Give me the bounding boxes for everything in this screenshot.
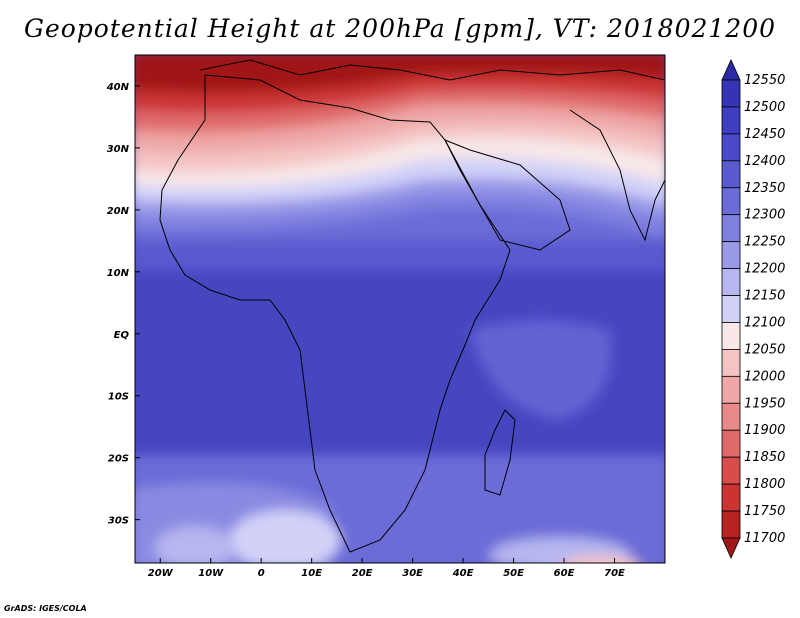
africa-coastline (159, 74, 511, 553)
x-tick-label: 60E (554, 568, 575, 579)
colorbar-segment (721, 187, 741, 216)
colorbar-label: 12000 (744, 369, 785, 384)
colorbar-segment (721, 483, 741, 512)
colorbar-segment (721, 456, 741, 485)
colorbar-segment (721, 510, 741, 539)
geopotential-field (135, 55, 665, 563)
colorbar-label: 11950 (744, 396, 785, 411)
colorbar-segment (721, 402, 741, 431)
colorbar-label: 12150 (744, 289, 785, 304)
colorbar-segment (721, 79, 741, 108)
colorbar-label: 12100 (744, 315, 785, 330)
colorbar-segment (721, 295, 741, 323)
colorbar-label: 11850 (744, 450, 785, 465)
x-tick-label: 40E (452, 568, 474, 579)
colorbar-label: 11750 (744, 504, 785, 519)
colorbar-label: 11900 (744, 423, 785, 438)
colorbar-label: 12450 (744, 127, 785, 142)
colorbar-segment (721, 429, 741, 458)
colorbar-segment (721, 241, 741, 269)
y-tick-label: 20S (108, 454, 129, 465)
colorbar-segment (721, 349, 741, 377)
x-tick-label: 20E (352, 568, 373, 579)
madagascar-coastline (484, 409, 516, 496)
y-tick-label: 30S (108, 516, 129, 527)
x-tick-label: 10W (198, 568, 224, 579)
y-tick-label: 10N (107, 268, 130, 279)
y-tick-label: 40N (106, 82, 130, 93)
colorbar-label: 12500 (744, 100, 785, 115)
colorbar-segment (721, 214, 741, 243)
colorbar-label: 12050 (744, 342, 785, 357)
x-tick-label: 50E (503, 568, 524, 579)
x-tick-label: 0 (258, 568, 265, 579)
x-tick-label: 70E (604, 568, 625, 579)
colorbar-label: 12550 (744, 73, 785, 88)
colorbar-segment (721, 133, 741, 162)
y-tick-label: EQ (114, 330, 130, 341)
colorbar-label: 12350 (744, 181, 785, 196)
colorbar-label: 12250 (744, 235, 785, 250)
y-tick-label: 20N (107, 206, 130, 217)
india-coastline (569, 109, 665, 242)
credit-text: GrADS: IGES/COLA (4, 604, 87, 613)
colorbar-segment (721, 268, 741, 296)
x-tick-label: 30E (402, 568, 423, 579)
y-tick-label: 30N (107, 144, 130, 155)
colorbar-segment (721, 106, 741, 135)
arabia-coastline (443, 139, 571, 251)
colorbar-segment (721, 375, 741, 404)
colorbar-label: 12200 (744, 262, 785, 277)
y-tick-label: 10S (108, 392, 129, 403)
colorbar-top-arrow (721, 59, 741, 81)
plot-frame (134, 54, 666, 564)
colorbar-segment (721, 322, 741, 350)
x-tick-label: 10E (301, 568, 322, 579)
colorbar-bottom-arrow (721, 537, 741, 559)
map-title: Geopotential Height at 200hPa [gpm], VT:… (23, 14, 777, 43)
colorbar-label: 12300 (744, 208, 785, 223)
colorbar-label: 11700 (744, 531, 785, 546)
europe-coastline (199, 59, 665, 81)
colorbar-label: 11800 (744, 477, 785, 492)
colorbar-label: 12400 (744, 154, 785, 169)
colorbar: 12550 12500 12450 12400 12350 12300 12250 12200… (721, 59, 785, 559)
axes: 20W 10W 0 10E 20E 30E 40E 50E 60E 70E 40N 30N 20N 10N… (106, 82, 625, 579)
x-tick-label: 20W (148, 568, 174, 579)
colorbar-segment (721, 160, 741, 189)
